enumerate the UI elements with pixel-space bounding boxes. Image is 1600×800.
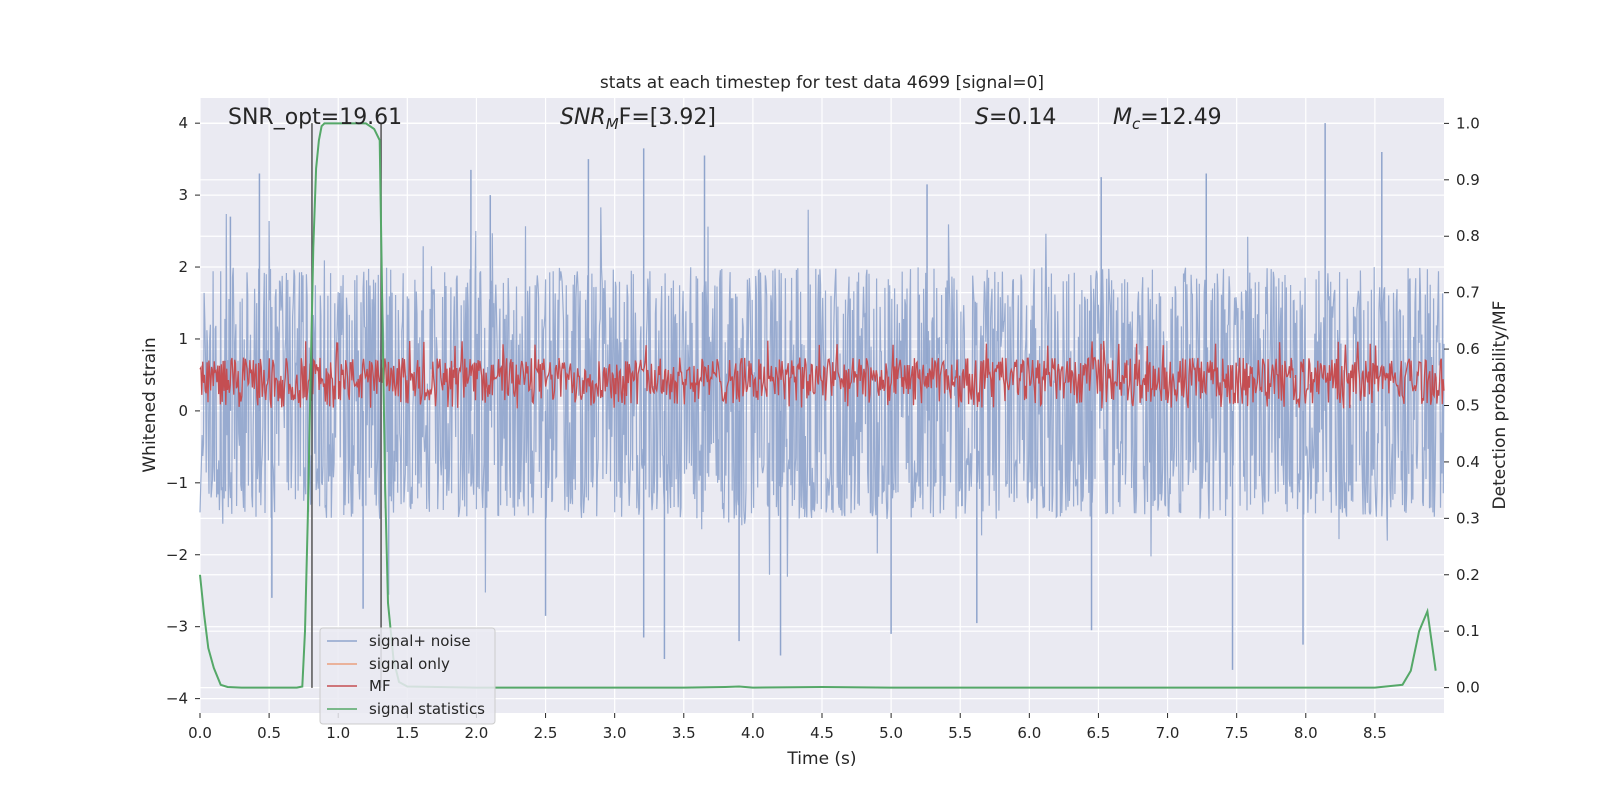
annotation-mc-sub: c	[1132, 115, 1141, 133]
y-right-tick-label: 0.7	[1456, 284, 1480, 302]
y-tick-label: −1	[166, 474, 188, 492]
signal-statistics-line	[199, 122, 1437, 689]
chart-title: stats at each timestep for test data 469…	[600, 73, 1044, 93]
legend-label-signal-statistics: signal statistics	[369, 700, 485, 718]
signal-noise-line	[199, 207, 1445, 595]
y-right-tick-label: 0.6	[1456, 340, 1480, 358]
x-tick-label: 2.5	[534, 724, 558, 742]
x-tick-label: 5.5	[948, 724, 972, 742]
x-tick-label: 8.0	[1294, 724, 1318, 742]
x-tick-label: 4.5	[810, 724, 834, 742]
legend-label-mf: MF	[369, 677, 391, 695]
y-tick-label: −3	[166, 618, 188, 636]
y-tick-label: 0	[178, 402, 188, 420]
x-tick-label: 4.0	[741, 724, 765, 742]
data-layer	[199, 122, 1445, 689]
legend: signal+ noise signal only MF signal stat…	[319, 627, 496, 725]
legend-label-signal-noise: signal+ noise	[369, 632, 471, 650]
legend-label-signal-only: signal only	[369, 655, 450, 673]
y-right-tick-label: 0.8	[1456, 227, 1480, 245]
x-axis-label: Time (s)	[786, 749, 856, 769]
y-tick-label: 4	[178, 114, 188, 132]
x-tick-label: 8.5	[1363, 724, 1387, 742]
annotation-mc-rest: =12.49	[1140, 105, 1221, 130]
annotation-s-main: S	[975, 105, 989, 130]
y-tick-label: 3	[178, 186, 188, 204]
annotation-s-rest: =0.14	[989, 105, 1056, 130]
x-tick-label: 1.0	[326, 724, 350, 742]
annotation-snr-mf: SNRMF=[3.92]	[560, 105, 716, 133]
y-tick-label: −4	[166, 690, 188, 708]
x-tick-label: 3.5	[672, 724, 696, 742]
y-right-tick-label: 0.1	[1456, 622, 1480, 640]
y-right-tick-label: 0.4	[1456, 453, 1480, 471]
y-tick-label: −2	[166, 546, 188, 564]
mf-line	[199, 340, 1445, 409]
y-tick-label: 1	[178, 330, 188, 348]
x-tick-label: 1.5	[395, 724, 419, 742]
y-right-tick-label: 1.0	[1456, 114, 1480, 132]
y-right-tick-label: 0.2	[1456, 566, 1480, 584]
x-tick-label: 7.0	[1156, 724, 1180, 742]
x-tick-label: 6.0	[1017, 724, 1041, 742]
y-right-tick-label: 0.0	[1456, 679, 1480, 697]
y-right-tick-label: 0.3	[1456, 509, 1480, 527]
annotation-mc-main: M	[1113, 105, 1132, 130]
axes-layer: 0.0 0.5 1.0 1.5 2.0 2.5 3.0 3.5 4.0 4.5 5.0 5.5 6.0 6…	[166, 114, 1480, 742]
annotation-snr-opt: SNR_opt=19.61	[228, 105, 402, 130]
x-tick-label: 0.5	[257, 724, 281, 742]
legend-box	[319, 627, 496, 725]
x-tick-label: 5.0	[879, 724, 903, 742]
annotation-snr-mf-rest: F=[3.92]	[619, 105, 716, 130]
annotation-mc: Mc=12.49	[1113, 105, 1222, 133]
x-tick-label: 3.0	[603, 724, 627, 742]
x-tick-label: 6.5	[1087, 724, 1111, 742]
x-tick-label: 7.5	[1225, 724, 1249, 742]
annotation-snr-mf-main: SNR	[560, 105, 606, 130]
annotation-snr-mf-sub: M	[606, 115, 619, 133]
y-right-axis-label: Detection probability/MF	[1490, 301, 1510, 510]
annotation-s: S=0.14	[975, 105, 1056, 130]
y-tick-label: 2	[178, 258, 188, 276]
y-axis-label: Whitened strain	[140, 337, 160, 472]
x-tick-label: 2.0	[465, 724, 489, 742]
y-right-tick-label: 0.5	[1456, 397, 1480, 415]
x-tick-label: 0.0	[188, 724, 212, 742]
y-right-tick-label: 0.9	[1456, 171, 1480, 189]
